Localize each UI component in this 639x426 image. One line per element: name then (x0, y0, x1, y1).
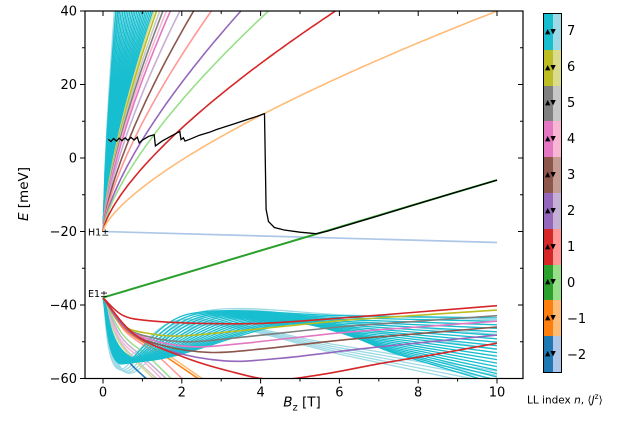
y-tick-label: 0 (69, 152, 77, 167)
x-tick-label: 0 (99, 386, 107, 401)
spin-up-down-markers-icon: ▲▼ (545, 170, 556, 179)
x-axis-subscript: z (292, 402, 298, 414)
spin-up-down-markers-icon: ▲▼ (545, 277, 556, 286)
colorbar-dark-swatch (544, 121, 553, 158)
vLL-n1-shallow (102, 297, 498, 325)
spin-up-down-markers-icon: ▲▼ (545, 206, 556, 215)
colorbar-dark-swatch (544, 157, 553, 193)
colorbar-cell--2: ▲▼ (544, 336, 561, 372)
LL-n1-light (102, 11, 213, 232)
y-tick-label: −20 (50, 225, 77, 240)
valence-cyan-ll (102, 297, 481, 379)
colorbar-dark-swatch (544, 336, 553, 372)
x-tick-label: 10 (489, 386, 506, 401)
curves-layer (102, 11, 498, 379)
spin-up-down-markers-icon: ▲▼ (545, 242, 556, 251)
axes-layer: 0 2 4 6 8 10 40 20 0 −20 −40 −60 H1± E1± (50, 5, 524, 401)
colorbar-cell-7: ▲▼ (544, 14, 561, 50)
H1-level (102, 230, 498, 244)
colorbar-tick-label: 5 (567, 95, 576, 111)
LL-n2 (102, 11, 242, 232)
colorbar-dark-swatch (544, 49, 553, 86)
spin-up-down-markers-icon: ▲▼ (545, 349, 556, 358)
colorbar-tick-label: 4 (567, 131, 576, 147)
spin-up-down-markers-icon: ▲▼ (545, 63, 556, 72)
x-tick-label: 2 (178, 386, 186, 401)
colorbar-cell-4: ▲▼ (544, 121, 561, 158)
colorbar-tick-label: −1 (567, 311, 587, 327)
colorbar-light-swatch (552, 157, 561, 193)
LL-n4 (102, 11, 172, 232)
colorbar-cell--1: ▲▼ (544, 300, 561, 337)
valence-cyan-ll (102, 297, 498, 365)
spin-up-down-markers-icon: ▲▼ (545, 98, 556, 107)
spin-up-down-markers-icon: ▲▼ (545, 27, 556, 36)
LL-n3 (102, 11, 195, 232)
LL-n-1-light (102, 11, 498, 232)
x-axis-label: Bz [T] (283, 395, 321, 414)
LL-n0-light (102, 11, 270, 232)
valence-cyan-ll (102, 297, 498, 365)
colorbar-tick-label: 3 (567, 167, 576, 183)
x-axis-symbol: B (283, 394, 293, 411)
x-axis-unit: [T] (297, 394, 321, 411)
colorbar-light-swatch (552, 336, 561, 372)
valence-cyan-ll (102, 297, 498, 364)
mu-trace (107, 112, 498, 235)
level-annotation: H1± (88, 228, 109, 239)
colorbar-dark-swatch (544, 192, 553, 229)
x-tick-label: 4 (256, 386, 264, 401)
colorbar-light-swatch (552, 264, 561, 301)
colorbar-tick-label: 7 (567, 23, 576, 39)
colorbar-light-swatch (552, 14, 561, 50)
colorbar-cell-0: ▲▼ (544, 264, 561, 301)
colorbar-cell-2: ▲▼ (544, 192, 561, 229)
LL-n2-light (102, 11, 181, 232)
y-tick-label: −40 (50, 299, 77, 314)
colorbar-tick-label: 2 (567, 203, 576, 219)
colorbar-cell-5: ▲▼ (544, 85, 561, 122)
vLL-n1-deep (102, 297, 498, 379)
colorbar-cell-6: ▲▼ (544, 49, 561, 86)
colorbar-light-swatch (552, 49, 561, 86)
colorbar-light-swatch (552, 228, 561, 265)
colorbar-light-swatch (552, 192, 561, 229)
vLL-purple-light (102, 297, 168, 379)
x-tick-label: 8 (414, 386, 422, 401)
y-tick-label: 40 (60, 5, 77, 20)
spin-up-down-markers-icon: ▲▼ (545, 313, 556, 322)
y-axis-symbol: E (16, 212, 32, 222)
y-axis-unit: [meV] (16, 166, 32, 213)
colorbar-dark-swatch (544, 228, 553, 265)
spin-up-down-markers-icon: ▲▼ (545, 134, 556, 143)
vLL-n2 (102, 297, 498, 363)
vLL-pink-light (102, 297, 163, 379)
colorbar: ▲▼ ▲▼ ▲▼ ▲▼ ▲▼ ▲▼ ▲▼ ▲▼ ▲▼ ▲▼ (543, 13, 562, 373)
level-annotation: E1± (88, 289, 108, 300)
y-tick-label: 20 (60, 78, 77, 93)
vLL-green-light (102, 297, 173, 379)
y-tick-label: −60 (50, 372, 77, 387)
x-tick-label: 6 (335, 386, 343, 401)
y-axis-label: E [meV] (16, 167, 32, 221)
colorbar-tick-label: 6 (567, 59, 576, 75)
colorbar-cell-1: ▲▼ (544, 228, 561, 265)
colorbar-light-swatch (552, 85, 561, 122)
colorbar-tick-label: −2 (567, 347, 587, 363)
colorbar-dark-swatch (544, 300, 553, 337)
colorbar-light-swatch (552, 300, 561, 337)
colorbar-light-swatch (552, 121, 561, 158)
colorbar-dark-swatch (544, 264, 553, 301)
colorbar-cell-3: ▲▼ (544, 157, 561, 193)
colorbar-tick-label: 0 (567, 275, 576, 291)
colorbar-dark-swatch (544, 85, 553, 122)
colorbar-tick-label: 1 (567, 239, 576, 255)
colorbar-caption: LL index n, ⟨Jz⟩ (527, 392, 603, 407)
colorbar-dark-swatch (544, 14, 553, 50)
LL-n1 (102, 11, 337, 232)
